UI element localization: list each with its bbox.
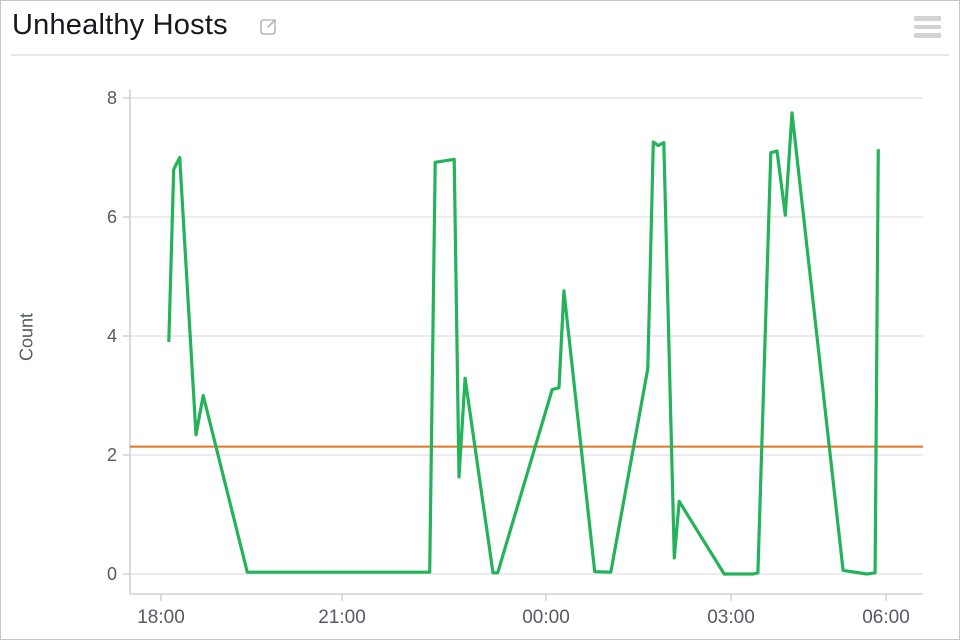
x-tick-label: 06:00 xyxy=(862,607,910,628)
hamburger-menu-icon[interactable] xyxy=(914,16,941,38)
x-tick-label: 21:00 xyxy=(318,607,366,628)
y-tick-label: 8 xyxy=(107,88,117,108)
x-axis-ticks: 18:00 21:00 00:00 03:00 06:00 xyxy=(137,594,910,628)
x-tick-label: 18:00 xyxy=(137,607,185,628)
series-line xyxy=(167,111,880,576)
chart-title: Unhealthy Hosts xyxy=(12,9,228,41)
x-tick-label: 03:00 xyxy=(707,607,755,628)
x-tick-label: 00:00 xyxy=(522,607,570,628)
y-tick-label: 4 xyxy=(107,326,117,346)
header-divider xyxy=(11,54,949,56)
widget-header: Unhealthy Hosts xyxy=(1,1,959,56)
gridlines xyxy=(130,97,923,575)
y-tick-label: 2 xyxy=(107,445,117,465)
hamburger-bar xyxy=(914,24,941,29)
y-tick-label: 0 xyxy=(107,564,117,584)
hamburger-bar xyxy=(914,33,941,38)
y-axis-ticks: 0 2 4 6 8 xyxy=(107,88,130,584)
external-link-icon[interactable] xyxy=(256,15,280,39)
hamburger-bar xyxy=(914,16,941,21)
axes xyxy=(129,89,923,595)
y-tick-label: 6 xyxy=(107,207,117,227)
